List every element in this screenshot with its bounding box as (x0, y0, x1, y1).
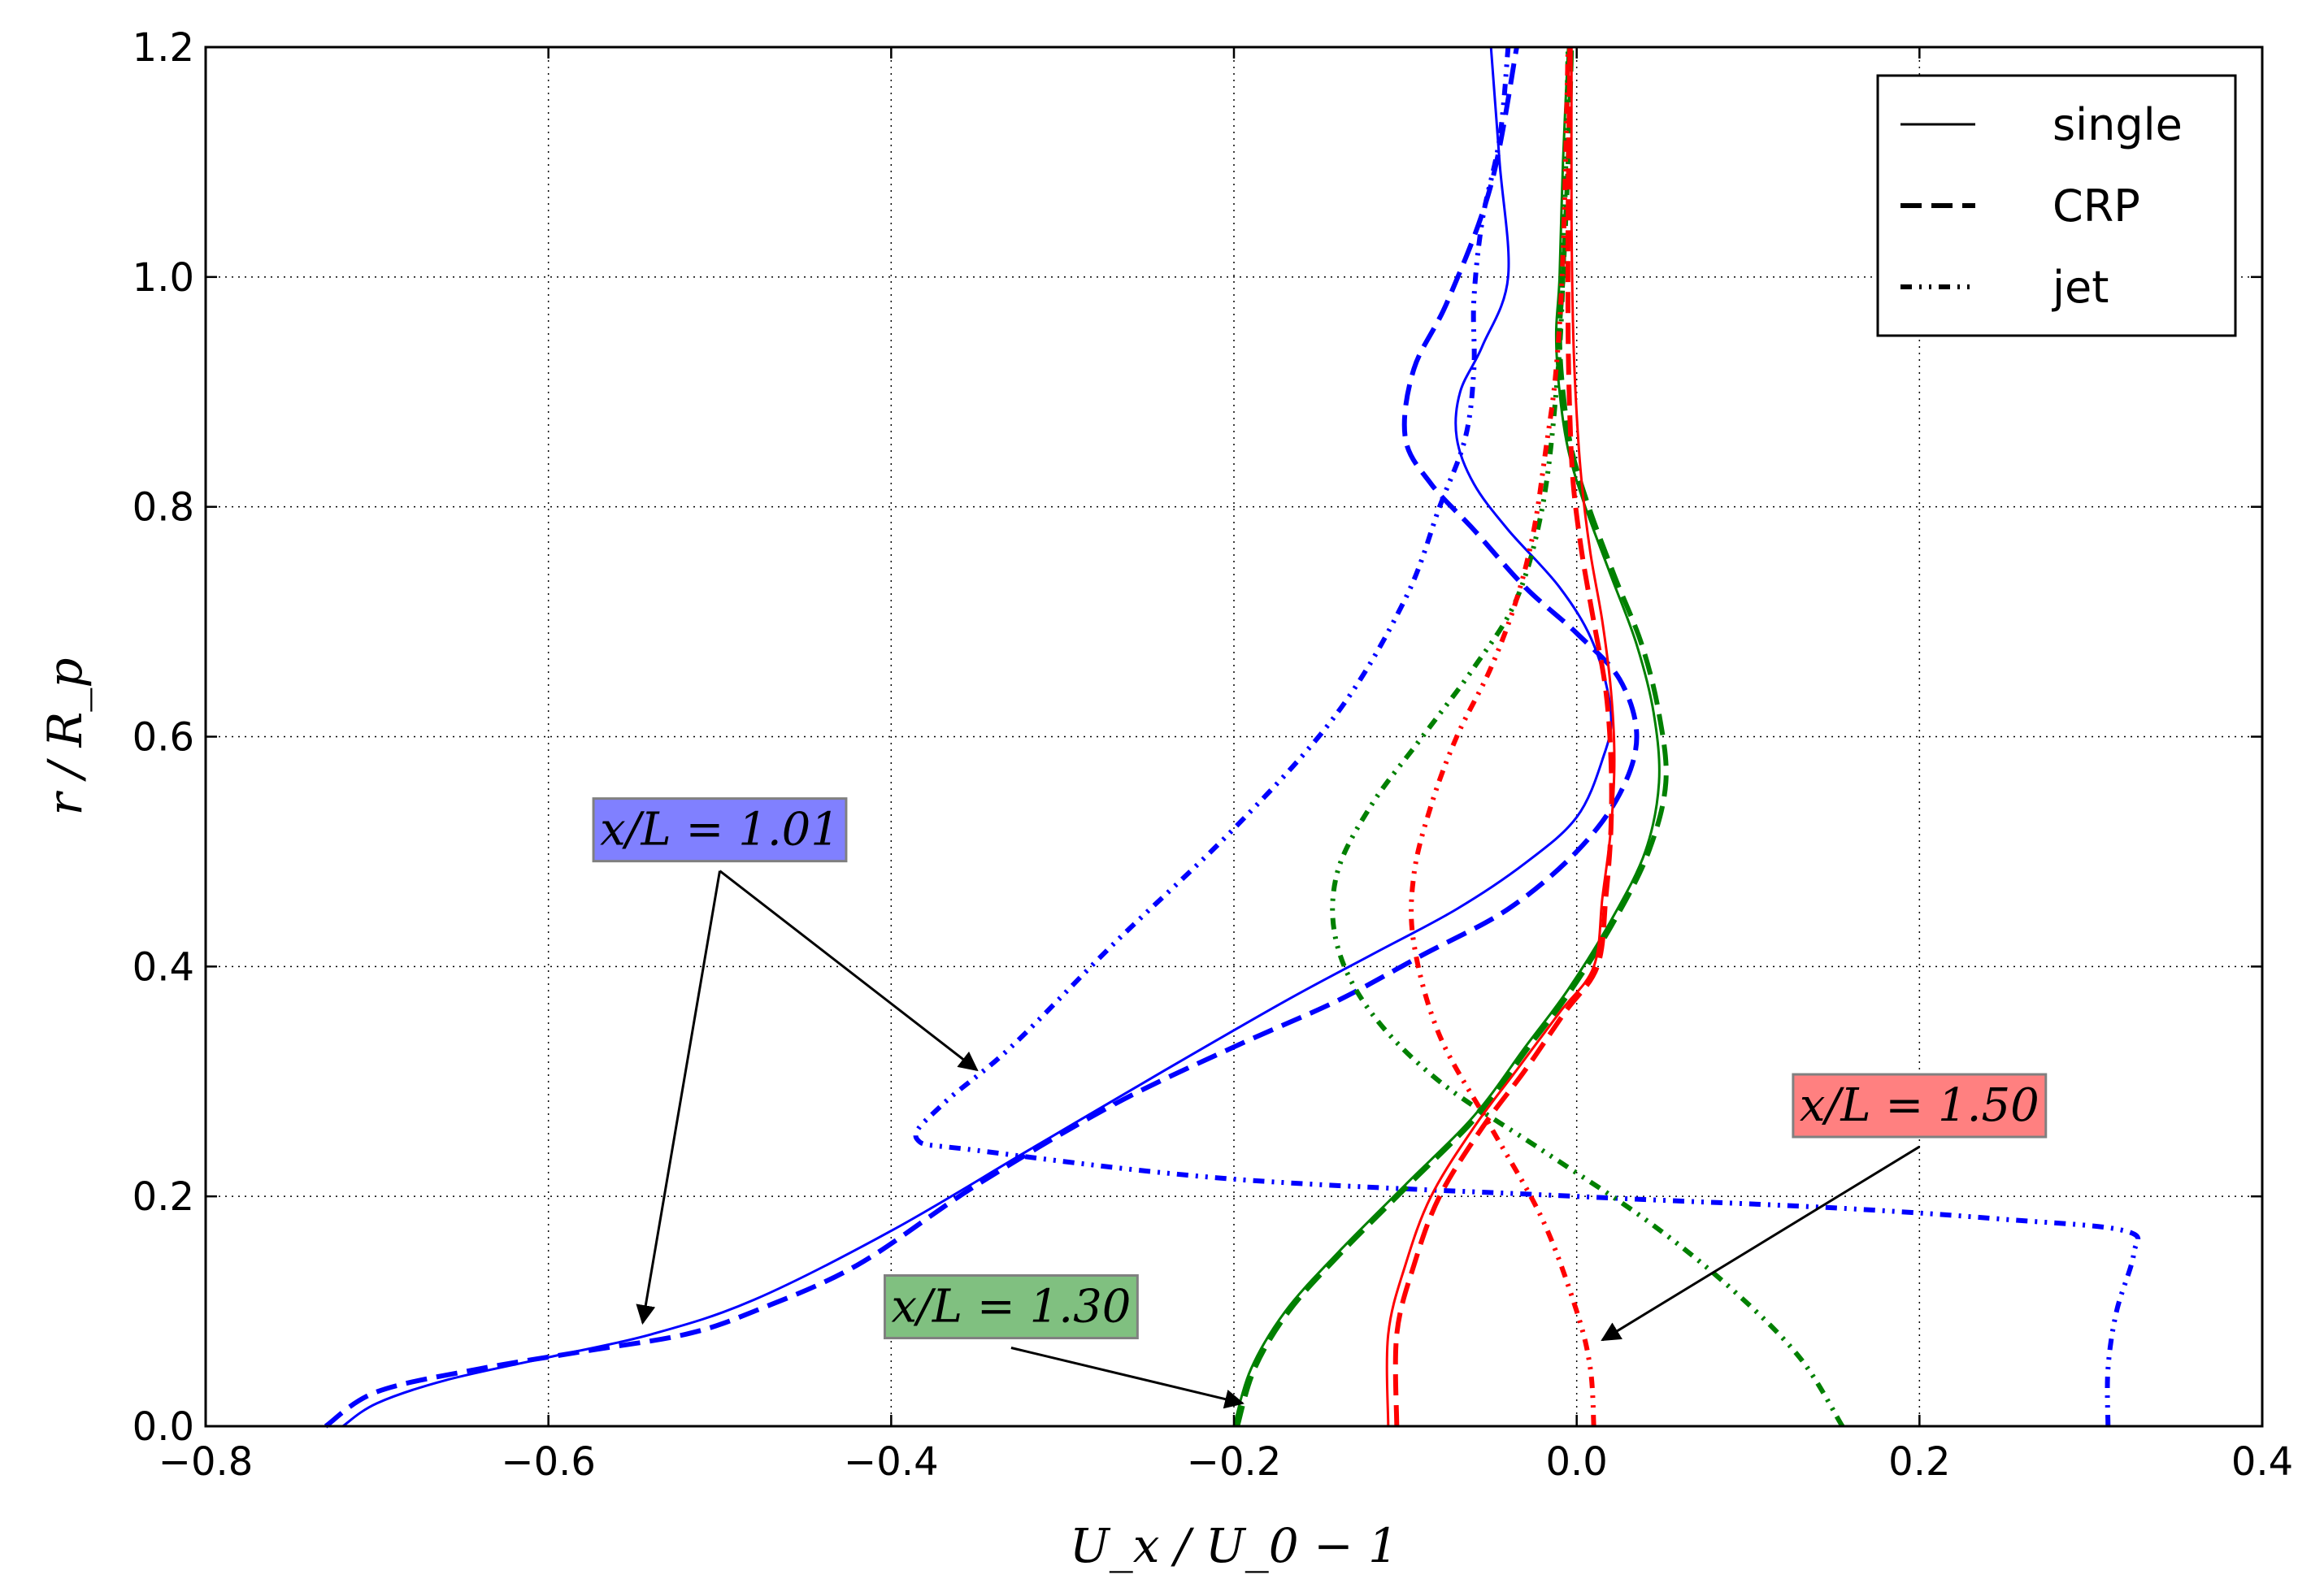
annotation-arrow (1601, 1145, 1921, 1342)
legend-label: jet (2052, 262, 2109, 313)
y-tick-label: 0.6 (132, 715, 194, 761)
legend-label: single (2053, 99, 2183, 150)
y-tick-label: 0.2 (132, 1174, 194, 1220)
series-line-single-1_30 (1232, 46, 1661, 1427)
x-tick-label: −0.6 (501, 1439, 596, 1485)
axis-ticks: −0.8 −0.6 −0.4 −0.2 0.0 0.2 0.4 0.0 0.2 0.4 0.6 0.8… (132, 25, 2294, 1485)
x-tick-label: 0.0 (1545, 1439, 1607, 1485)
annotation-arrow (1010, 1347, 1245, 1409)
annotation-arrow (636, 870, 721, 1325)
annotation-2: x/L = 1.30 (883, 1274, 1245, 1409)
axis-titles: U_x / U_0 − 1 r / R_p (37, 658, 1398, 1573)
annotation-box (883, 1274, 1139, 1340)
y-tick-label: 1.0 (132, 255, 194, 301)
x-axis-title: U_x / U_0 − 1 (1070, 1518, 1398, 1573)
annotation-label: x/L = 1.01 (600, 804, 840, 857)
series-line-single-1_01 (341, 46, 1613, 1428)
legend: single CRP jet (1876, 74, 2237, 337)
grid (206, 47, 2262, 1426)
series-line-CRP-1_01 (324, 46, 1640, 1429)
series-line-CRP-1_50 (1392, 46, 1614, 1427)
series-line-jet-1_30 (1330, 46, 1845, 1428)
x-tick-label: −0.4 (844, 1439, 939, 1485)
y-tick-label: 0.0 (132, 1404, 194, 1450)
annotation-3: x/L = 1.50 (1601, 1073, 2048, 1342)
annotation-1: x/L = 1.01 (592, 797, 979, 1325)
annotations: x/L = 1.01 x/L = 1.30 x/L = 1.50 (592, 797, 2048, 1409)
x-tick-label: −0.2 (1187, 1439, 1282, 1485)
annotation-label: x/L = 1.50 (1800, 1079, 2039, 1132)
x-tick-label: −0.8 (159, 1439, 254, 1485)
x-tick-label: 0.2 (1888, 1439, 1950, 1485)
y-axis-title: r / R_p (37, 658, 93, 816)
x-tick-label: 0.4 (2231, 1439, 2293, 1485)
y-tick-label: 1.2 (132, 25, 194, 71)
series-group (324, 46, 2141, 1429)
legend-label: CRP (2053, 180, 2140, 232)
y-tick-label: 0.8 (132, 485, 194, 531)
y-tick-label: 0.4 (132, 944, 194, 990)
annotation-box (592, 797, 848, 863)
annotation-label: x/L = 1.30 (891, 1281, 1131, 1334)
series-line-jet-1_50 (1409, 46, 1596, 1427)
annotation-box (1792, 1073, 2048, 1139)
series-line-CRP-1_30 (1235, 46, 1669, 1427)
annotation-arrow (719, 870, 979, 1072)
series-line-jet-1_01 (913, 46, 2141, 1427)
